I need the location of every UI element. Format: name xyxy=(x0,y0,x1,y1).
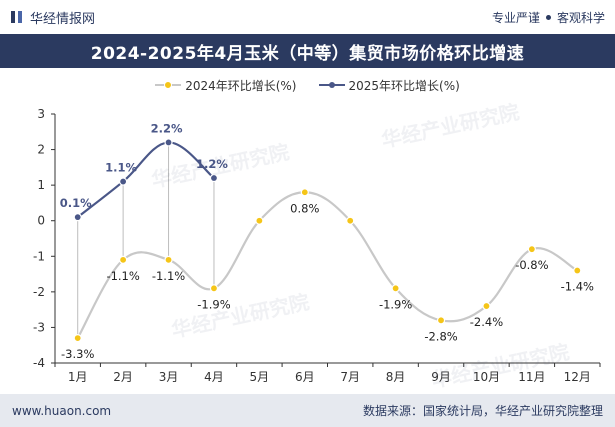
x-tick-label: 10月 xyxy=(473,370,500,384)
series-2025-data-label: 0.1% xyxy=(60,196,92,210)
x-tick-label: 3月 xyxy=(159,370,179,384)
series-2024-point xyxy=(391,284,400,293)
series-2025-point xyxy=(73,213,82,222)
series-2024-data-label: -0.8% xyxy=(515,258,548,272)
series-2025-data-label: 1.2% xyxy=(196,157,228,171)
y-tick-label: -2 xyxy=(33,285,45,299)
brand: 华经情报网 xyxy=(10,8,95,27)
series-2024-data-label: -2.4% xyxy=(470,315,503,329)
series-2024-data-label: -1.9% xyxy=(197,297,230,311)
tagline-left: 专业严谨 xyxy=(491,10,540,25)
series-2025-point xyxy=(119,177,128,186)
tagline-dot-icon xyxy=(545,14,551,20)
x-tick-label: 6月 xyxy=(295,370,315,384)
series-2025-data-label: 1.1% xyxy=(105,161,137,175)
series-2024-point xyxy=(573,266,582,275)
chart-title: 2024-2025年4月玉米（中等）集贸市场价格环比增速 xyxy=(0,34,615,68)
y-tick-label: 0 xyxy=(37,214,45,228)
y-tick-label: -3 xyxy=(33,320,45,334)
legend-item-2025: 2025年环比增长(%) xyxy=(318,77,460,94)
series-2024-point xyxy=(255,216,264,225)
footer-website: www.huaon.com xyxy=(12,403,112,418)
legend-swatch-2024-icon xyxy=(155,80,182,90)
series-2024-data-label: -1.4% xyxy=(561,280,594,294)
brand-logo-icon xyxy=(10,10,24,24)
y-tick-label: 2 xyxy=(37,143,45,157)
top-bar: 华经情报网 专业严谨 客观科学 xyxy=(0,0,615,34)
y-tick-label: -1 xyxy=(33,249,45,263)
x-tick-label: 11月 xyxy=(518,370,545,384)
series-2024-point xyxy=(209,284,219,293)
series-2024-point xyxy=(527,245,536,254)
legend-item-2024: 2024年环比增长(%) xyxy=(155,77,297,94)
series-2024-point xyxy=(346,216,355,225)
series-2025-line xyxy=(77,141,215,219)
series-2024-data-label: -3.3% xyxy=(61,347,94,361)
series-2024-point xyxy=(73,334,82,343)
x-tick-label: 12月 xyxy=(564,370,591,384)
chart-area: -4 -3 -2 -1 0 1 2 3 1月 2月 3月 4月 5月 6月 7月 8月 9月 10月 11月 12月 -… xyxy=(0,96,615,391)
x-tick-label: 5月 xyxy=(250,370,270,384)
series-2024-data-label: -2.8% xyxy=(424,329,457,343)
series-2024-point xyxy=(300,188,309,197)
y-tick-label: 1 xyxy=(37,178,45,192)
legend-label-2024: 2024年环比增长(%) xyxy=(185,78,297,93)
series-2024-point xyxy=(482,301,491,311)
x-tick-label: 4月 xyxy=(204,370,224,384)
x-tick-label: 8月 xyxy=(386,370,406,384)
x-tick-label: 2月 xyxy=(113,370,133,384)
brand-name: 华经情报网 xyxy=(30,11,96,27)
series-2025-data-label: 2.2% xyxy=(151,121,183,135)
legend-label-2025: 2025年环比增长(%) xyxy=(348,78,460,93)
series-2025-point xyxy=(209,173,219,183)
legend-swatch-2025-icon xyxy=(318,80,345,90)
line-chart: -4 -3 -2 -1 0 1 2 3 1月 2月 3月 4月 5月 6月 7月 8月 9月 10月 11月 12月 -… xyxy=(33,107,601,384)
chart-legend: 2024年环比增长(%) 2025年环比增长(%) xyxy=(0,74,615,96)
footer-source: 数据来源：国家统计局，华经产业研究院整理 xyxy=(362,404,603,418)
footer: www.huaon.com 数据来源：国家统计局，华经产业研究院整理 xyxy=(0,394,615,427)
series-2024-point xyxy=(119,255,128,264)
y-tick-label: 3 xyxy=(37,107,45,121)
x-tick-label: 9月 xyxy=(431,370,451,384)
series-2024-data-label: -1.9% xyxy=(379,297,412,311)
y-tick-label: -4 xyxy=(33,356,45,370)
series-2024-point xyxy=(436,316,446,325)
series-2024-data-label: 0.8% xyxy=(290,201,319,215)
x-tick-label: 7月 xyxy=(340,370,360,384)
x-tick-label: 1月 xyxy=(68,370,88,384)
tagline-right: 客观科学 xyxy=(556,10,605,25)
series-2024-data-label: -1.1% xyxy=(152,269,185,283)
tagline: 专业严谨 客观科学 xyxy=(492,9,605,26)
series-2025-point xyxy=(164,138,173,147)
series-2024-point xyxy=(164,255,173,264)
series-2024-data-label: -1.1% xyxy=(106,269,139,283)
